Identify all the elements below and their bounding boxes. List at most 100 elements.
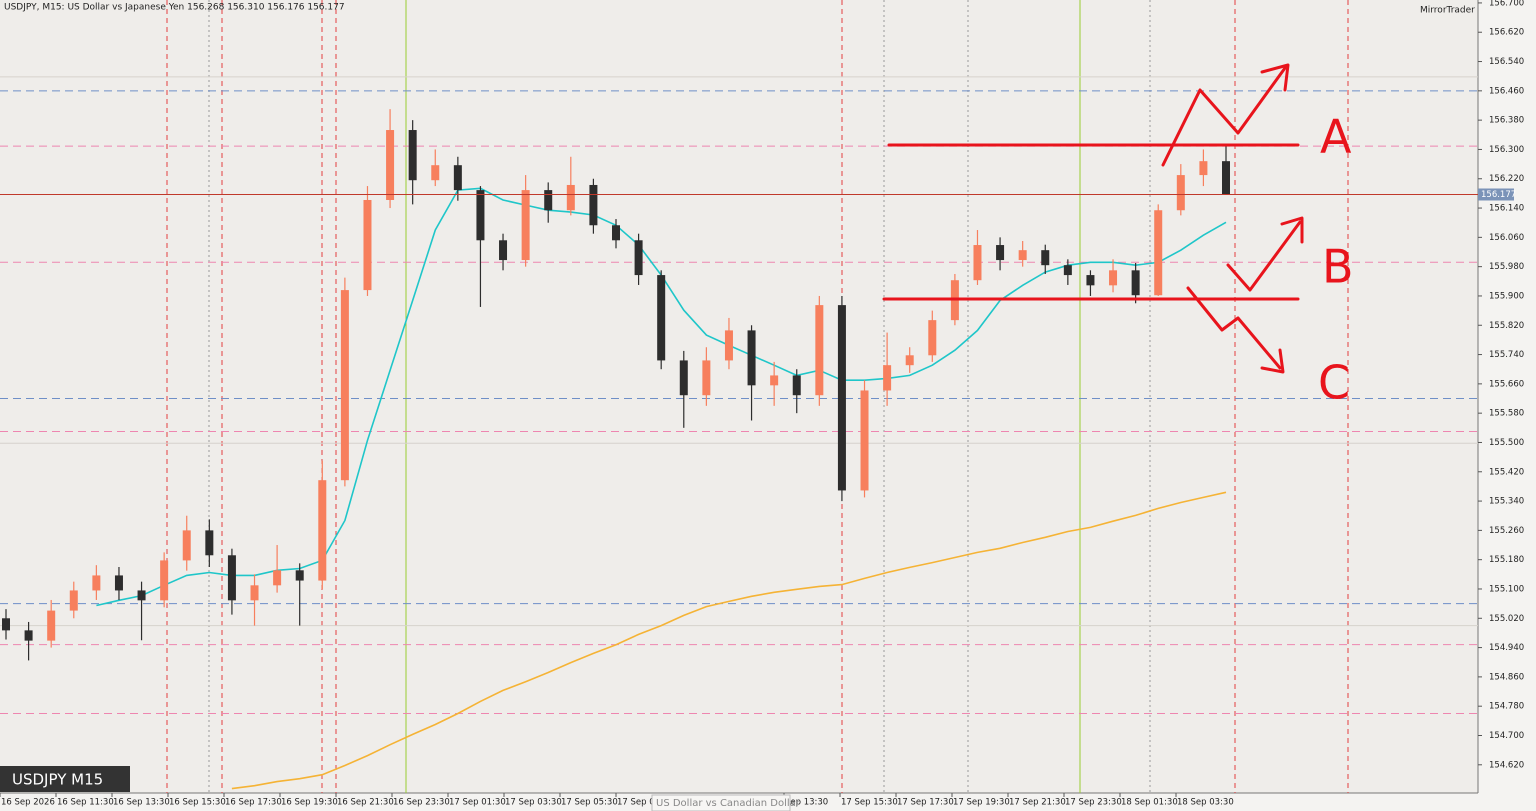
y-tick-label: 156.220 xyxy=(1489,174,1524,184)
candle-body xyxy=(792,375,801,396)
y-tick-label: 155.820 xyxy=(1489,321,1524,331)
candle-body xyxy=(295,570,304,581)
candle-body xyxy=(566,184,575,211)
candle-body xyxy=(1063,265,1072,276)
candle-body xyxy=(340,290,349,481)
annotation-arrow xyxy=(1186,286,1282,370)
y-tick-label: 154.940 xyxy=(1489,643,1524,653)
x-tick-label: 16 Sep 21:30 xyxy=(337,798,394,808)
brand: MirrorTrader xyxy=(1420,6,1475,16)
candle-body xyxy=(837,305,846,491)
candle-body xyxy=(160,560,169,601)
x-tick-label: 16 Sep 2026 xyxy=(1,798,55,808)
x-tick-label: 16 Sep 23:30 xyxy=(393,798,450,808)
arrow-head xyxy=(1260,63,1290,92)
x-tick-label: 17 Sep 15:30 xyxy=(841,798,898,808)
x-tick-label: 16 Sep 17:30 xyxy=(225,798,282,808)
x-tick-label: 17 Sep 23:30 xyxy=(1065,798,1122,808)
y-tick-label: 154.860 xyxy=(1489,672,1524,682)
y-tick-label: 155.580 xyxy=(1489,409,1524,419)
symbol-box xyxy=(0,766,130,792)
y-tick-label: 155.980 xyxy=(1489,262,1524,272)
candle-body xyxy=(363,199,372,291)
y-tick-label: 155.100 xyxy=(1489,584,1524,594)
candle-body xyxy=(883,365,892,391)
candle-body xyxy=(182,530,191,561)
indicator-line xyxy=(231,491,1227,790)
candle-body xyxy=(476,190,485,241)
x-tick-label: Sep 13:30 xyxy=(785,798,828,808)
x-tick-label: 17 Sep 01:30 xyxy=(449,798,506,808)
y-tick-label: 156.140 xyxy=(1489,204,1524,214)
candle-body xyxy=(250,585,259,601)
candle-body xyxy=(747,330,756,386)
x-tick-label: 17 Sep 03:30 xyxy=(505,798,562,808)
price-axis xyxy=(1478,0,1536,811)
annotation-label: B xyxy=(1322,240,1354,294)
candle-body xyxy=(2,618,10,631)
candle-body xyxy=(1109,270,1118,286)
plot-area xyxy=(0,0,1478,793)
candle-body xyxy=(137,590,146,601)
y-tick-label: 155.660 xyxy=(1489,379,1524,389)
candle-body xyxy=(499,240,508,261)
candle-body xyxy=(1176,175,1185,211)
candle-body xyxy=(205,530,214,556)
candle-body xyxy=(589,184,598,226)
price-tag xyxy=(1478,188,1514,201)
candle-body xyxy=(928,320,937,356)
candle-body xyxy=(634,240,643,276)
x-tick-label: 17 Sep 19:30 xyxy=(953,798,1010,808)
candle-body xyxy=(47,610,56,641)
y-tick-label: 155.180 xyxy=(1489,555,1524,565)
candle-body xyxy=(996,245,1005,261)
candle-body xyxy=(1154,210,1163,296)
x-tick-label: 18 Sep 01:30 xyxy=(1121,798,1178,808)
candle-body xyxy=(453,165,462,191)
symbol-label: USDJPY M15 xyxy=(12,771,103,789)
x-tick-label: 16 Sep 15:30 xyxy=(169,798,226,808)
candle-body xyxy=(1041,250,1050,266)
candle-body xyxy=(521,190,530,261)
x-tick-label: 18 Sep 03:30 xyxy=(1177,798,1234,808)
candle-body xyxy=(1222,161,1230,195)
candle-body xyxy=(114,575,123,591)
x-tick-label: 17 Sep 17:30 xyxy=(897,798,954,808)
y-tick-label: 155.500 xyxy=(1489,438,1524,448)
arrow-head xyxy=(1280,216,1304,244)
candle-body xyxy=(1086,275,1095,286)
y-tick-label: 155.020 xyxy=(1489,614,1524,624)
x-tick-label: 16 Sep 13:30 xyxy=(113,798,170,808)
candle-body xyxy=(1018,250,1027,261)
candle-body xyxy=(770,375,779,386)
x-tick-label: 16 Sep 11:30 xyxy=(57,798,114,808)
y-tick-label: 154.780 xyxy=(1489,702,1524,712)
candle-body xyxy=(92,575,101,591)
y-tick-label: 156.460 xyxy=(1489,86,1524,96)
candle-body xyxy=(24,630,33,641)
chart-title: USDJPY, M15: US Dollar vs Japanese Yen 1… xyxy=(4,3,345,13)
annotation-label: A xyxy=(1320,110,1352,164)
y-tick-label: 156.300 xyxy=(1489,145,1524,155)
y-tick-label: 156.060 xyxy=(1489,233,1524,243)
candle-body xyxy=(544,190,553,211)
candle-body xyxy=(1131,270,1140,296)
candle-body xyxy=(69,590,78,611)
candle-body xyxy=(679,360,688,396)
tooltip-box xyxy=(651,794,791,811)
annotation-label: C xyxy=(1318,356,1350,410)
y-tick-label: 155.340 xyxy=(1489,497,1524,507)
y-tick-label: 155.420 xyxy=(1489,467,1524,477)
candle-body xyxy=(318,480,327,581)
y-tick-label: 155.740 xyxy=(1489,350,1524,360)
candle-body xyxy=(724,330,733,361)
candle-body xyxy=(612,225,620,241)
candle-body xyxy=(273,570,282,586)
candle-body xyxy=(1199,161,1208,176)
candle-body xyxy=(973,245,982,281)
tooltip: US Dollar vs Canadian Dollar xyxy=(656,798,801,809)
price-tag-label: 156.177 xyxy=(1481,190,1516,200)
arrow-head xyxy=(1260,348,1285,374)
